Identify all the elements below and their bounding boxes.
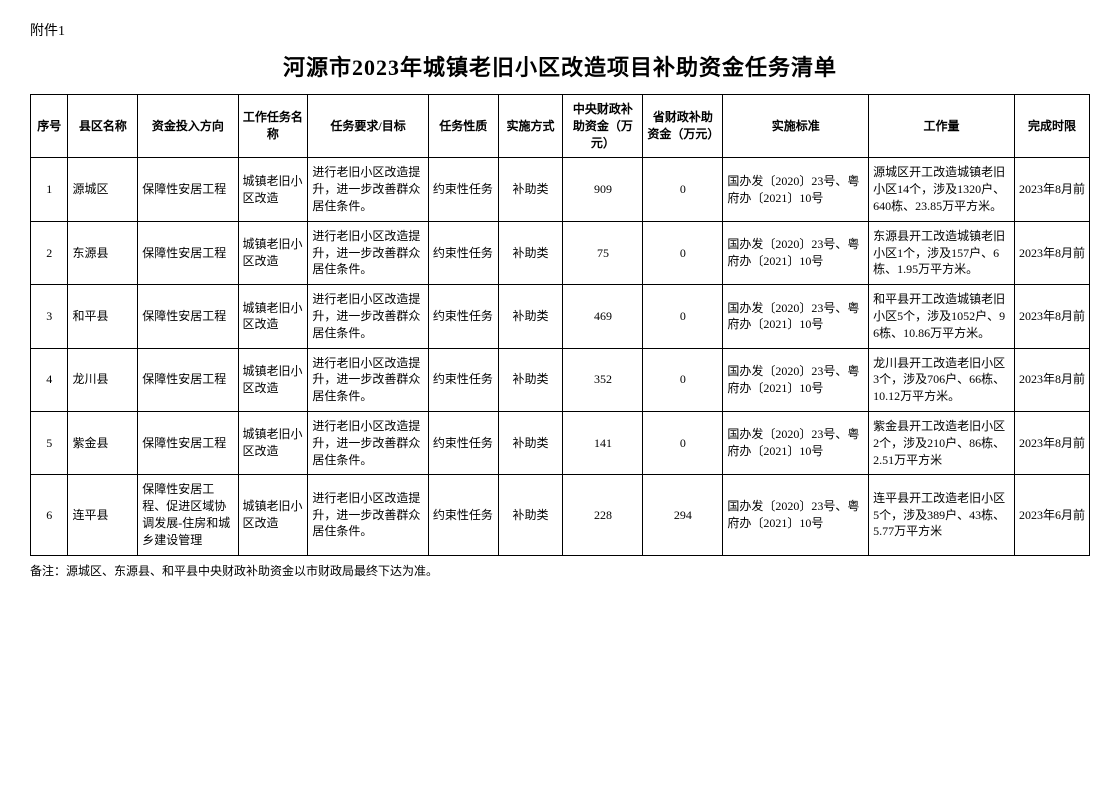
cell-method: 补助类 <box>498 348 563 411</box>
cell-standard: 国办发〔2020〕23号、粤府办〔2021〕10号 <box>723 285 869 348</box>
cell-province: 294 <box>643 475 723 555</box>
cell-requirement: 进行老旧小区改造提升，进一步改善群众居住条件。 <box>308 221 428 284</box>
cell-taskname: 城镇老旧小区改造 <box>238 158 308 221</box>
cell-taskname: 城镇老旧小区改造 <box>238 475 308 555</box>
col-header-method: 实施方式 <box>498 95 563 158</box>
footnote: 备注：源城区、东源县、和平县中央财政补助资金以市财政局最终下达为准。 <box>30 562 1090 579</box>
funding-table: 序号 县区名称 资金投入方向 工作任务名称 任务要求/目标 任务性质 实施方式 … <box>30 94 1090 556</box>
cell-nature: 约束性任务 <box>428 221 498 284</box>
cell-method: 补助类 <box>498 221 563 284</box>
cell-workload: 连平县开工改造老旧小区5个，涉及389户、43栋、5.77万平方米 <box>869 475 1015 555</box>
cell-standard: 国办发〔2020〕23号、粤府办〔2021〕10号 <box>723 221 869 284</box>
cell-requirement: 进行老旧小区改造提升，进一步改善群众居住条件。 <box>308 411 428 474</box>
cell-taskname: 城镇老旧小区改造 <box>238 221 308 284</box>
table-row: 5 紫金县 保障性安居工程 城镇老旧小区改造 进行老旧小区改造提升，进一步改善群… <box>31 411 1090 474</box>
cell-central: 228 <box>563 475 643 555</box>
cell-nature: 约束性任务 <box>428 411 498 474</box>
col-header-province: 省财政补助资金（万元） <box>643 95 723 158</box>
table-row: 3 和平县 保障性安居工程 城镇老旧小区改造 进行老旧小区改造提升，进一步改善群… <box>31 285 1090 348</box>
cell-county: 东源县 <box>68 221 138 284</box>
cell-taskname: 城镇老旧小区改造 <box>238 285 308 348</box>
cell-workload: 龙川县开工改造老旧小区3个，涉及706户、66栋、10.12万平方米。 <box>869 348 1015 411</box>
cell-taskname: 城镇老旧小区改造 <box>238 348 308 411</box>
cell-central: 469 <box>563 285 643 348</box>
col-header-seq: 序号 <box>31 95 68 158</box>
col-header-central: 中央财政补助资金（万元） <box>563 95 643 158</box>
cell-requirement: 进行老旧小区改造提升，进一步改善群众居住条件。 <box>308 475 428 555</box>
cell-workload: 源城区开工改造城镇老旧小区14个，涉及1320户、640栋、23.85万平方米。 <box>869 158 1015 221</box>
col-header-standard: 实施标准 <box>723 95 869 158</box>
cell-nature: 约束性任务 <box>428 348 498 411</box>
table-header-row: 序号 县区名称 资金投入方向 工作任务名称 任务要求/目标 任务性质 实施方式 … <box>31 95 1090 158</box>
cell-nature: 约束性任务 <box>428 475 498 555</box>
cell-province: 0 <box>643 158 723 221</box>
cell-method: 补助类 <box>498 285 563 348</box>
cell-requirement: 进行老旧小区改造提升，进一步改善群众居住条件。 <box>308 348 428 411</box>
table-body: 1 源城区 保障性安居工程 城镇老旧小区改造 进行老旧小区改造提升，进一步改善群… <box>31 158 1090 555</box>
cell-province: 0 <box>643 285 723 348</box>
page-title: 河源市2023年城镇老旧小区改造项目补助资金任务清单 <box>30 50 1090 82</box>
cell-county: 紫金县 <box>68 411 138 474</box>
cell-seq: 2 <box>31 221 68 284</box>
cell-standard: 国办发〔2020〕23号、粤府办〔2021〕10号 <box>723 411 869 474</box>
cell-requirement: 进行老旧小区改造提升，进一步改善群众居住条件。 <box>308 285 428 348</box>
table-row: 6 连平县 保障性安居工程、促进区域协调发展-住房和城乡建设管理 城镇老旧小区改… <box>31 475 1090 555</box>
cell-county: 龙川县 <box>68 348 138 411</box>
cell-central: 352 <box>563 348 643 411</box>
cell-method: 补助类 <box>498 411 563 474</box>
cell-method: 补助类 <box>498 475 563 555</box>
cell-central: 141 <box>563 411 643 474</box>
cell-standard: 国办发〔2020〕23号、粤府办〔2021〕10号 <box>723 158 869 221</box>
cell-county: 和平县 <box>68 285 138 348</box>
cell-standard: 国办发〔2020〕23号、粤府办〔2021〕10号 <box>723 348 869 411</box>
cell-seq: 3 <box>31 285 68 348</box>
cell-province: 0 <box>643 411 723 474</box>
cell-workload: 和平县开工改造城镇老旧小区5个，涉及1052户、96栋、10.86万平方米。 <box>869 285 1015 348</box>
cell-province: 0 <box>643 348 723 411</box>
cell-seq: 1 <box>31 158 68 221</box>
cell-direction: 保障性安居工程 <box>138 411 238 474</box>
cell-deadline: 2023年8月前 <box>1014 285 1089 348</box>
cell-requirement: 进行老旧小区改造提升，进一步改善群众居住条件。 <box>308 158 428 221</box>
col-header-county: 县区名称 <box>68 95 138 158</box>
table-row: 1 源城区 保障性安居工程 城镇老旧小区改造 进行老旧小区改造提升，进一步改善群… <box>31 158 1090 221</box>
cell-deadline: 2023年8月前 <box>1014 411 1089 474</box>
table-row: 4 龙川县 保障性安居工程 城镇老旧小区改造 进行老旧小区改造提升，进一步改善群… <box>31 348 1090 411</box>
cell-direction: 保障性安居工程 <box>138 285 238 348</box>
col-header-taskname: 工作任务名称 <box>238 95 308 158</box>
cell-direction: 保障性安居工程 <box>138 158 238 221</box>
cell-deadline: 2023年6月前 <box>1014 475 1089 555</box>
cell-central: 909 <box>563 158 643 221</box>
cell-central: 75 <box>563 221 643 284</box>
cell-deadline: 2023年8月前 <box>1014 348 1089 411</box>
table-row: 2 东源县 保障性安居工程 城镇老旧小区改造 进行老旧小区改造提升，进一步改善群… <box>31 221 1090 284</box>
cell-seq: 6 <box>31 475 68 555</box>
cell-county: 源城区 <box>68 158 138 221</box>
col-header-workload: 工作量 <box>869 95 1015 158</box>
cell-workload: 东源县开工改造城镇老旧小区1个，涉及157户、6栋、1.95万平方米。 <box>869 221 1015 284</box>
cell-method: 补助类 <box>498 158 563 221</box>
cell-seq: 5 <box>31 411 68 474</box>
col-header-requirement: 任务要求/目标 <box>308 95 428 158</box>
cell-deadline: 2023年8月前 <box>1014 221 1089 284</box>
cell-county: 连平县 <box>68 475 138 555</box>
cell-direction: 保障性安居工程 <box>138 221 238 284</box>
cell-standard: 国办发〔2020〕23号、粤府办〔2021〕10号 <box>723 475 869 555</box>
col-header-deadline: 完成时限 <box>1014 95 1089 158</box>
cell-deadline: 2023年8月前 <box>1014 158 1089 221</box>
col-header-direction: 资金投入方向 <box>138 95 238 158</box>
cell-province: 0 <box>643 221 723 284</box>
cell-nature: 约束性任务 <box>428 158 498 221</box>
cell-seq: 4 <box>31 348 68 411</box>
cell-nature: 约束性任务 <box>428 285 498 348</box>
cell-workload: 紫金县开工改造老旧小区2个，涉及210户、86栋、2.51万平方米 <box>869 411 1015 474</box>
cell-direction: 保障性安居工程、促进区域协调发展-住房和城乡建设管理 <box>138 475 238 555</box>
col-header-nature: 任务性质 <box>428 95 498 158</box>
attachment-label: 附件1 <box>30 20 1090 40</box>
cell-taskname: 城镇老旧小区改造 <box>238 411 308 474</box>
cell-direction: 保障性安居工程 <box>138 348 238 411</box>
